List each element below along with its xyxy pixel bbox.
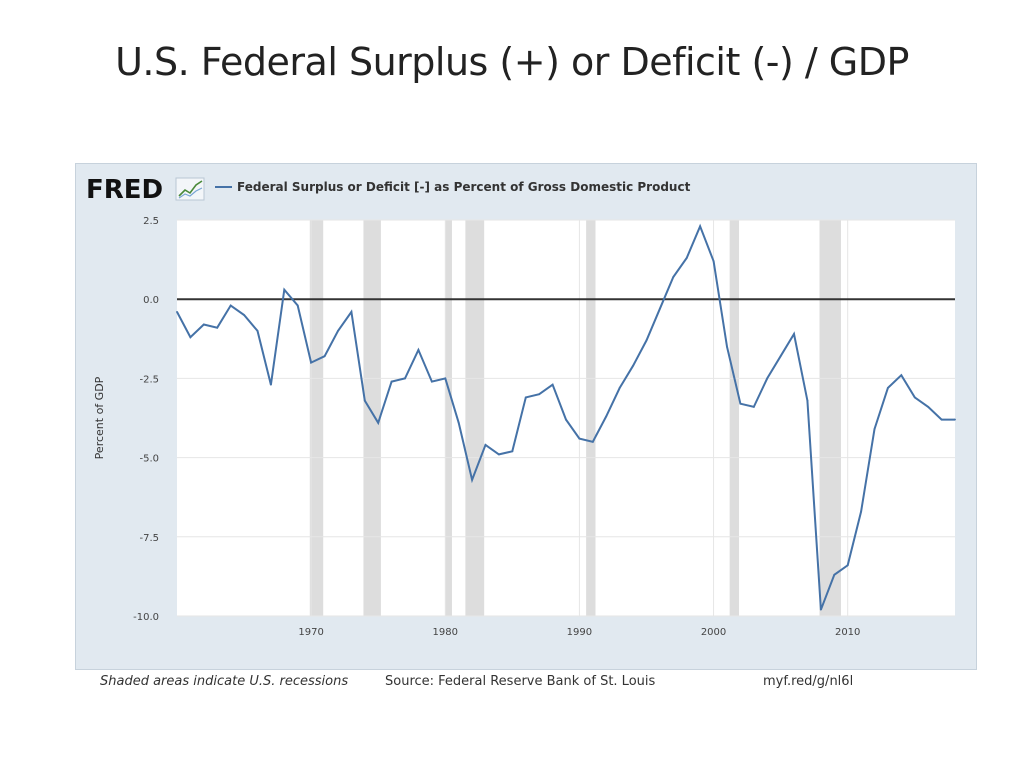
data-point — [404, 377, 406, 380]
recession-band — [309, 220, 324, 616]
data-point — [954, 418, 956, 421]
y-tick-label: 2.5 — [143, 216, 159, 227]
data-point — [524, 396, 527, 399]
x-tick-label: 1970 — [298, 627, 323, 638]
recession-band — [363, 220, 381, 616]
recession-note: Shaded areas indicate U.S. recessions — [100, 674, 349, 689]
data-point — [202, 323, 205, 326]
data-point — [377, 421, 380, 424]
data-point — [605, 415, 608, 418]
data-point — [766, 377, 769, 380]
slide-title: U.S. Federal Surplus (+) or Deficit (-) … — [115, 40, 909, 84]
data-point — [337, 329, 339, 332]
data-point — [269, 383, 272, 386]
data-point — [833, 573, 836, 576]
recession-band — [465, 220, 485, 616]
data-point — [484, 444, 487, 446]
y-tick-label: -5.0 — [139, 454, 159, 465]
chart-footer: Shaded areas indicate U.S. recessions So… — [0, 674, 1024, 694]
data-point — [243, 314, 245, 316]
fred-logo-text: FRED — [86, 175, 163, 205]
recession-band — [586, 220, 596, 616]
data-point — [632, 364, 634, 367]
data-point — [779, 355, 782, 358]
legend-label: Federal Surplus or Deficit [-] as Percen… — [237, 180, 691, 194]
data-point — [511, 450, 514, 453]
recession-bands — [309, 220, 841, 616]
data-point — [873, 428, 876, 430]
data-point — [296, 304, 299, 307]
data-point — [846, 564, 849, 567]
x-tick-label: 2000 — [701, 627, 726, 638]
data-point — [430, 380, 433, 383]
data-point — [685, 257, 688, 259]
short-url-link[interactable]: myf.red/g/nl6l — [763, 674, 854, 689]
x-tick-label: 2010 — [835, 627, 860, 638]
data-point — [417, 348, 420, 351]
data-point — [390, 380, 393, 383]
x-axis-ticks: 1970 1980 1990 2000 2010 — [298, 627, 860, 638]
y-tick-label: -7.5 — [139, 533, 159, 544]
data-point — [860, 510, 863, 513]
data-point — [726, 345, 728, 348]
x-tick-label: 1990 — [567, 627, 592, 638]
data-point — [927, 406, 930, 408]
recession-band — [729, 220, 740, 616]
line-chart: FRED Federal Surplus or Deficit [-] as P… — [86, 175, 956, 638]
data-point — [900, 374, 903, 377]
data-point — [350, 310, 353, 313]
data-point — [793, 333, 795, 335]
y-axis-label: Percent of GDP — [93, 376, 106, 459]
data-point — [176, 310, 178, 313]
x-tick-label: 1980 — [433, 627, 458, 638]
data-point — [712, 260, 715, 263]
data-point — [591, 440, 594, 443]
data-point — [310, 361, 313, 364]
source-note: Source: Federal Reserve Bank of St. Loui… — [385, 674, 656, 689]
data-point — [739, 402, 742, 405]
data-point — [538, 393, 541, 396]
data-point — [699, 225, 702, 228]
data-point — [363, 399, 366, 402]
series-points — [176, 225, 956, 611]
fred-chart-panel: FRED Federal Surplus or Deficit [-] as P… — [75, 163, 977, 670]
data-point — [216, 326, 219, 329]
y-tick-label: -10.0 — [133, 612, 159, 623]
data-point — [618, 387, 621, 389]
data-point — [457, 421, 460, 424]
data-point — [658, 307, 661, 310]
data-point — [565, 418, 567, 421]
y-axis-ticks: 2.5 0.0 -2.5 -5.0 -7.5 -10.0 — [133, 216, 159, 623]
data-point — [752, 406, 755, 408]
data-point — [913, 396, 916, 399]
data-point — [645, 339, 648, 342]
data-point — [819, 608, 822, 611]
data-point — [189, 336, 192, 339]
y-tick-label: 0.0 — [143, 295, 159, 306]
data-point — [551, 383, 554, 386]
data-point — [323, 355, 326, 358]
recession-band — [445, 220, 452, 616]
recession-band — [819, 220, 841, 616]
data-point — [578, 437, 581, 440]
fred-logo-icon — [175, 177, 205, 201]
data-point — [471, 478, 474, 481]
data-point — [940, 418, 943, 421]
y-tick-label: -2.5 — [139, 374, 159, 385]
data-point — [887, 387, 889, 389]
data-point — [229, 304, 232, 307]
data-point — [444, 377, 447, 380]
data-point — [672, 276, 675, 278]
data-point — [283, 288, 286, 291]
data-point — [806, 399, 809, 402]
data-point — [498, 453, 500, 456]
data-point — [256, 329, 259, 332]
